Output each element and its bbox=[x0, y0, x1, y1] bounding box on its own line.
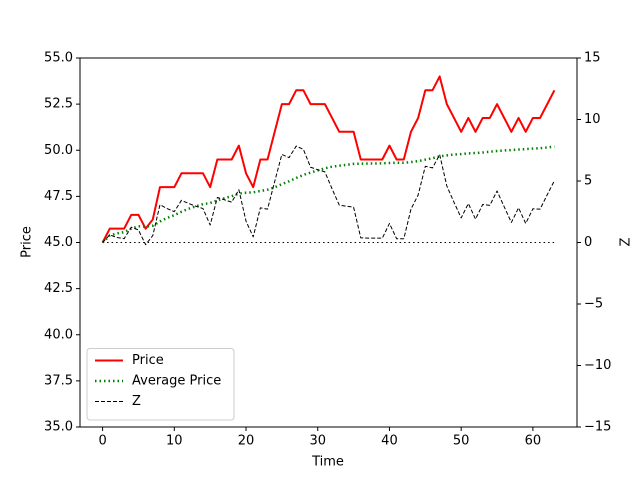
y-axis-label: Price bbox=[20, 226, 35, 258]
x-tick-label: 10 bbox=[166, 434, 183, 449]
y-tick-label: 55.0 bbox=[44, 51, 73, 66]
series-line bbox=[102, 145, 555, 246]
legend-label: Z bbox=[132, 394, 141, 409]
y-tick-label: 42.5 bbox=[44, 281, 73, 296]
y2-tick-label: 0 bbox=[584, 235, 592, 250]
y-tick-label: 40.0 bbox=[44, 327, 73, 342]
x-tick-label: 50 bbox=[453, 434, 470, 449]
y-tick-label: 45.0 bbox=[44, 235, 73, 250]
y2-tick-label: −10 bbox=[584, 358, 611, 373]
series-line bbox=[101, 145, 555, 244]
y-tick-label: 50.0 bbox=[44, 143, 73, 158]
y2-axis-label: Z bbox=[619, 237, 634, 246]
y-tick-label: 52.5 bbox=[44, 97, 73, 112]
y-tick-label: 35.0 bbox=[44, 420, 73, 435]
x-tick-label: 40 bbox=[381, 434, 398, 449]
x-axis-label: Time bbox=[311, 455, 344, 470]
y-tick-label: 37.5 bbox=[44, 373, 73, 388]
y-tick-label: 47.5 bbox=[44, 189, 73, 204]
x-tick-label: 60 bbox=[525, 434, 542, 449]
plot-frame bbox=[79, 57, 578, 428]
y2-tick-label: 10 bbox=[584, 112, 601, 127]
x-tick-label: 30 bbox=[309, 434, 326, 449]
legend-box bbox=[86, 348, 235, 421]
y2-tick-label: 5 bbox=[584, 174, 592, 189]
y2-tick-label: −15 bbox=[584, 420, 611, 435]
legend-label: Price bbox=[132, 353, 164, 368]
legend-label: Average Price bbox=[132, 374, 221, 389]
y2-tick-label: 15 bbox=[584, 51, 601, 66]
x-tick-label: 20 bbox=[238, 434, 255, 449]
x-tick-label: 0 bbox=[98, 434, 106, 449]
series-line bbox=[101, 75, 556, 243]
y2-tick-label: −5 bbox=[584, 297, 603, 312]
